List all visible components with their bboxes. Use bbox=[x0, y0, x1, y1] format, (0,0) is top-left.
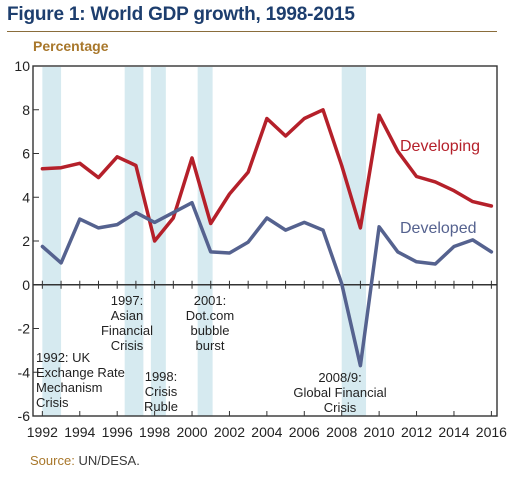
crisis-annotation-line: Ruble bbox=[144, 399, 178, 414]
crisis-shading-group bbox=[42, 67, 367, 416]
crisis-annotation-line: bubble bbox=[190, 323, 229, 338]
crisis-annotation-line: Exchange Rate bbox=[36, 365, 125, 380]
crisis-annotation-4: 2008/9: Global Financial Crisis bbox=[293, 370, 386, 415]
annotation-group: Developing Developed 1992: UK Exchange Rate… bbox=[36, 138, 480, 415]
crisis-band-0 bbox=[42, 67, 62, 416]
axes-group: -6 -4 -2 0 2 4 6 8 10 1992 1994 1996 1998 2000 2002 200… bbox=[14, 58, 507, 440]
source-label: Source: bbox=[30, 453, 75, 468]
y-tick-label: 4 bbox=[22, 189, 30, 205]
chart-title: Figure 1: World GDP growth, 1998-2015 bbox=[7, 4, 355, 25]
x-tick-label: 2004 bbox=[251, 424, 282, 440]
crisis-annotation-line: 2008/9: bbox=[318, 370, 361, 385]
crisis-annotation-line: 1997: bbox=[111, 293, 144, 308]
x-tick-label: 2008 bbox=[326, 424, 357, 440]
crisis-band-2 bbox=[150, 67, 166, 416]
crisis-annotation-line: Financial bbox=[101, 323, 153, 338]
crisis-annotation-line: Dot.com bbox=[186, 308, 234, 323]
crisis-annotation-line: Global Financial bbox=[293, 385, 386, 400]
y-tick-label: -2 bbox=[18, 321, 31, 337]
x-tick-label: 2006 bbox=[289, 424, 320, 440]
plot-frame bbox=[32, 65, 498, 417]
y-tick-label: -4 bbox=[18, 364, 31, 380]
crisis-annotation-line: Crisis bbox=[324, 400, 357, 415]
x-tick-label: 2012 bbox=[401, 424, 432, 440]
source-text: UN/DESA. bbox=[78, 453, 140, 468]
x-tick-label: 2016 bbox=[476, 424, 507, 440]
series-label-developing: Developing bbox=[400, 138, 480, 155]
crisis-band-1 bbox=[124, 67, 144, 416]
crisis-annotation-line: Mechanism bbox=[36, 380, 102, 395]
y-tick-label: 10 bbox=[14, 58, 30, 74]
x-tick-label: 1994 bbox=[64, 424, 95, 440]
x-tick-label: 2000 bbox=[176, 424, 207, 440]
crisis-annotation-0: 1992: UK Exchange Rate Mechanism Crisis bbox=[36, 350, 125, 410]
x-tick-label: 2010 bbox=[364, 424, 395, 440]
crisis-annotation-line: Crisis bbox=[36, 395, 69, 410]
y-tick-label: 6 bbox=[22, 146, 30, 162]
title-divider bbox=[7, 31, 497, 32]
crisis-annotation-line: Crisis bbox=[145, 384, 178, 399]
series-line-developed bbox=[40, 200, 494, 368]
source-note: Source: UN/DESA. bbox=[30, 453, 140, 468]
crisis-annotation-line: Crisis bbox=[111, 338, 144, 353]
crisis-annotation-line: Asian bbox=[111, 308, 144, 323]
crisis-annotation-3: 2001: Dot.com bubble burst bbox=[186, 293, 234, 353]
x-tick-label: 2002 bbox=[214, 424, 245, 440]
y-tick-label: 2 bbox=[22, 233, 30, 249]
crisis-annotation-1: 1997: Asian Financial Crisis bbox=[101, 293, 153, 353]
y-tick-label: -6 bbox=[18, 408, 31, 424]
crisis-annotation-2: 1998: Crisis Ruble bbox=[144, 369, 178, 414]
y-tick-label: 8 bbox=[22, 102, 30, 118]
series-lines-group bbox=[40, 108, 494, 368]
x-tick-label: 1998 bbox=[139, 424, 170, 440]
series-label-developed: Developed bbox=[400, 220, 477, 237]
series-line-developing bbox=[40, 108, 494, 243]
crisis-annotation-line: 2001: bbox=[194, 293, 227, 308]
crisis-annotation-line: 1998: bbox=[145, 369, 178, 384]
crisis-annotation-line: 1992: UK bbox=[36, 350, 91, 365]
x-tick-label: 1992 bbox=[27, 424, 58, 440]
x-tick-label: 2014 bbox=[438, 424, 469, 440]
crisis-annotation-line: burst bbox=[196, 338, 225, 353]
y-tick-label: 0 bbox=[22, 277, 30, 293]
x-tick-label: 1996 bbox=[102, 424, 133, 440]
y-axis-label: Percentage bbox=[33, 38, 109, 54]
